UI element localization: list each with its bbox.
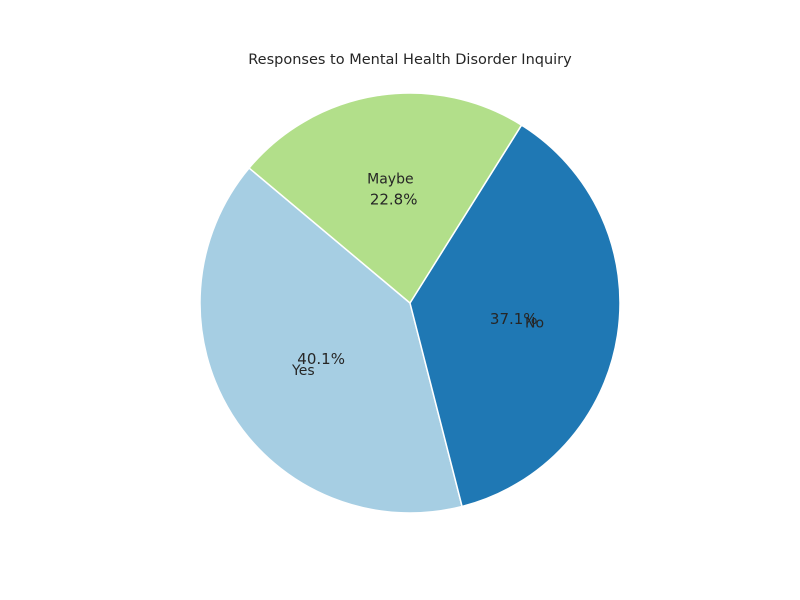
slice-percent-yes: 40.1% [297, 350, 345, 368]
pie-slice-maybe [248, 92, 523, 305]
chart-title: Responses to Mental Health Disorder Inqu… [248, 52, 572, 68]
pie-slices [199, 92, 621, 514]
slice-percent-maybe: 22.8% [370, 190, 418, 208]
slice-label-maybe: Maybe [367, 172, 413, 188]
slice-percent-no: 37.1% [490, 310, 538, 328]
slice-label-yes: Yes [291, 363, 315, 379]
slice-label-no: No [525, 315, 544, 331]
pie-slice-yes [199, 166, 463, 514]
